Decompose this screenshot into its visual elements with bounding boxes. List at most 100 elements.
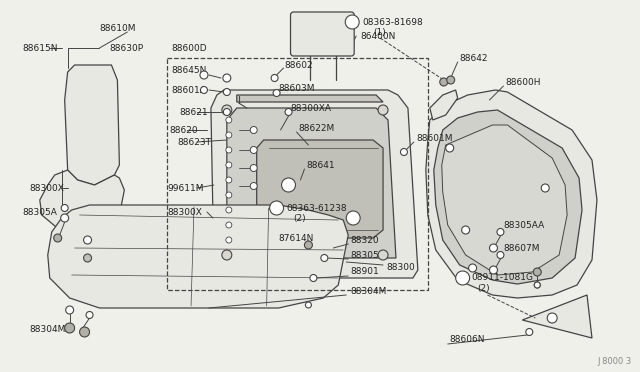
Circle shape [250,126,257,134]
Text: 88300X: 88300X [167,208,202,217]
FancyBboxPatch shape [291,12,354,56]
Text: 88607M: 88607M [504,244,540,253]
Circle shape [54,234,61,242]
Circle shape [226,177,232,183]
Circle shape [321,254,328,262]
Text: 08363-81698: 08363-81698 [362,17,423,26]
Circle shape [378,250,388,260]
Circle shape [250,164,257,171]
Text: 88600D: 88600D [171,44,207,52]
Circle shape [305,241,312,249]
Circle shape [346,211,360,225]
Circle shape [226,207,232,213]
Polygon shape [442,125,567,275]
Text: 88601M: 88601M [416,134,452,142]
Circle shape [226,237,232,243]
Text: S: S [350,19,355,25]
Text: 88615N: 88615N [22,44,58,52]
Text: 08363-61238: 08363-61238 [287,203,347,212]
Circle shape [222,250,232,260]
Polygon shape [430,90,458,120]
Circle shape [497,228,504,235]
Polygon shape [211,90,418,278]
Polygon shape [40,170,124,230]
Text: 99611M: 99611M [167,183,204,192]
Text: S: S [351,215,355,221]
Circle shape [222,105,232,115]
Circle shape [534,282,540,288]
Circle shape [456,271,470,285]
Circle shape [310,275,317,282]
Text: J 8000 3: J 8000 3 [597,357,631,366]
Circle shape [271,74,278,81]
Circle shape [490,244,497,252]
Circle shape [66,306,74,314]
Polygon shape [522,295,592,338]
Text: 88305AA: 88305AA [504,221,545,230]
Circle shape [534,282,540,288]
Text: S: S [286,182,291,188]
Text: 88623T: 88623T [177,138,211,147]
Circle shape [533,268,541,276]
Text: 88901: 88901 [350,267,379,276]
Text: 88305M: 88305M [350,250,387,260]
Circle shape [84,254,92,262]
Circle shape [226,147,232,153]
Circle shape [445,144,454,152]
Text: 88610M: 88610M [99,23,136,32]
Polygon shape [48,205,348,308]
Circle shape [250,147,257,154]
Circle shape [226,117,232,123]
Text: 88622M: 88622M [298,124,335,132]
Circle shape [440,78,448,86]
Circle shape [250,183,257,189]
Text: 86400N: 86400N [360,32,396,41]
Polygon shape [434,110,582,284]
Circle shape [345,15,359,29]
Circle shape [223,109,230,115]
Text: 88300XA: 88300XA [291,103,332,112]
Circle shape [282,178,296,192]
Polygon shape [237,95,383,102]
Circle shape [86,311,93,318]
Text: 88601A: 88601A [171,86,206,94]
Circle shape [269,201,284,215]
Text: 88621: 88621 [179,108,208,116]
Circle shape [84,236,92,244]
Text: 88300: 88300 [386,263,415,273]
Circle shape [200,71,208,79]
Circle shape [226,192,232,198]
Text: (2): (2) [477,283,490,292]
Text: 88304M: 88304M [350,288,387,296]
Circle shape [223,74,231,82]
Polygon shape [426,90,597,298]
Polygon shape [65,65,120,185]
Circle shape [61,214,68,222]
Circle shape [285,109,292,115]
Circle shape [547,313,557,323]
Circle shape [61,205,68,212]
Circle shape [497,251,504,259]
Polygon shape [257,140,383,238]
Polygon shape [227,108,396,258]
Text: 88320: 88320 [350,235,379,244]
Text: 88630P: 88630P [109,44,143,52]
Circle shape [226,222,232,228]
Text: 87614N: 87614N [278,234,314,243]
Text: 88300X: 88300X [30,183,65,192]
Circle shape [226,162,232,168]
Text: 88645N: 88645N [171,65,207,74]
Circle shape [461,226,470,234]
Circle shape [223,89,230,96]
Circle shape [378,105,388,115]
Circle shape [468,264,477,272]
Text: 88641: 88641 [307,160,335,170]
Text: 88603M: 88603M [278,83,315,93]
Text: N: N [460,275,465,281]
Circle shape [541,184,549,192]
Text: 88600H: 88600H [506,77,541,87]
Text: (2): (2) [294,214,306,222]
Circle shape [65,323,75,333]
Text: 88642: 88642 [460,54,488,62]
Text: 88304MA: 88304MA [30,326,72,334]
